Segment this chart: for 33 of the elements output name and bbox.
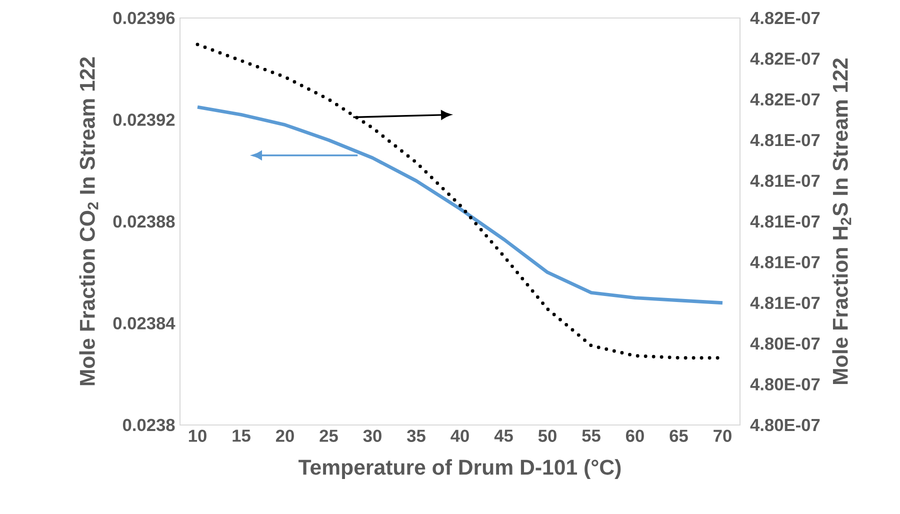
y2-tick-label: 4.82E-07 [750, 12, 820, 24]
y2-tick-label: 4.81E-07 [750, 256, 820, 268]
x-tick-label: 45 [494, 430, 513, 442]
x-tick-label: 30 [363, 430, 382, 442]
line-series [196, 105, 724, 305]
x-tick-label: 20 [276, 430, 294, 442]
x-tick-label: 25 [320, 430, 338, 442]
y-axis-title: Mole Fraction CO$_{2}$ In Stream 122 [79, 57, 98, 386]
y2-tick-label: 4.82E-07 [750, 93, 820, 106]
y-tick-label: 0.02392 [113, 114, 175, 126]
x-tick-label: 55 [582, 430, 600, 442]
x-tick-label: 50 [538, 430, 556, 442]
y2-tick-label: 4.82E-07 [750, 52, 820, 65]
x-tick-label: 15 [232, 430, 250, 442]
x-axis-title: Temperature of Drum D-101 (°C) [298, 459, 621, 480]
x-tick-label: 10 [188, 430, 206, 442]
y2-tick-label: 4.81E-07 [750, 134, 820, 146]
y2-tick-label: 4.80E-07 [750, 418, 820, 432]
y2-tick-label: 4.80E-07 [750, 337, 820, 350]
x-tick-label: 35 [407, 430, 426, 442]
y2-tick-label: 4.80E-07 [750, 378, 820, 390]
x-tick-label: 60 [626, 430, 644, 442]
y-tick-label: 0.02388 [113, 215, 175, 228]
y2-tick-label: 4.81E-07 [750, 174, 820, 187]
x-tick-label: 70 [714, 430, 732, 442]
y2-tick-label: 4.81E-07 [750, 215, 820, 228]
y-tick-label: 0.0238 [122, 418, 175, 432]
y2-tick-label: 4.81E-07 [750, 296, 820, 310]
x-tick-label: 65 [670, 430, 688, 442]
y2-axis-title: Mole Fraction H$_{2}$S In Stream 122 [832, 58, 852, 384]
x-tick-label: 40 [450, 430, 469, 442]
y-tick-label: 0.02396 [113, 12, 175, 24]
y-tick-label: 0.02384 [113, 317, 176, 330]
